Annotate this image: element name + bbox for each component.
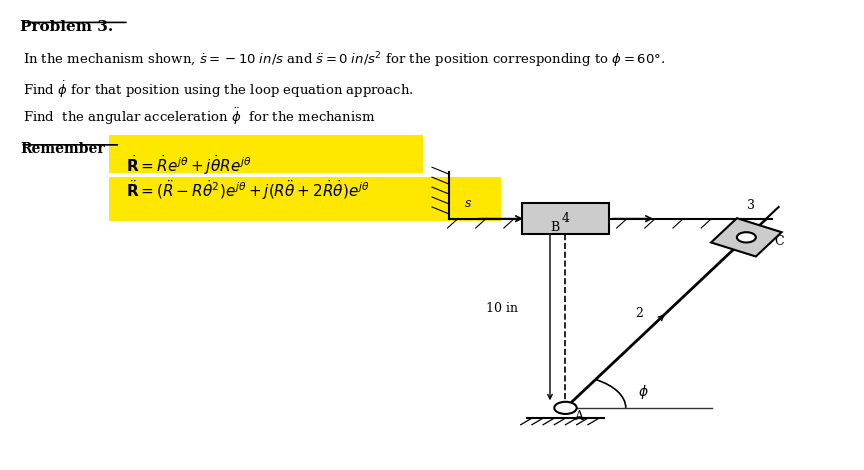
Text: Find  the angular acceleration $\ddot{\phi}$  for the mechanism: Find the angular acceleration $\ddot{\ph…	[23, 107, 376, 127]
Text: In the mechanism shown, $\dot{s}=-10\;in/s$ and $\ddot{s}=0\;in/s^2$ for the pos: In the mechanism shown, $\dot{s}=-10\;in…	[23, 50, 665, 70]
Text: $\dot{\mathbf{R}} = \dot{R}e^{j\theta} + j\dot{\theta}Re^{j\theta}$: $\dot{\mathbf{R}} = \dot{R}e^{j\theta} +…	[126, 153, 251, 177]
Text: Problem 3.: Problem 3.	[21, 20, 113, 34]
Text: 4: 4	[562, 212, 569, 225]
Text: Find $\dot{\phi}$ for that position using the loop equation approach.: Find $\dot{\phi}$ for that position usin…	[23, 79, 414, 100]
Text: B: B	[550, 221, 560, 234]
Text: Remember: Remember	[21, 141, 105, 156]
FancyBboxPatch shape	[109, 177, 501, 221]
Text: C: C	[774, 235, 784, 248]
Text: 10 in: 10 in	[486, 302, 518, 315]
Polygon shape	[711, 218, 782, 257]
FancyBboxPatch shape	[109, 135, 423, 173]
Circle shape	[555, 402, 576, 414]
Text: A: A	[574, 410, 583, 423]
Text: s: s	[464, 197, 471, 210]
Text: 3: 3	[746, 199, 754, 212]
Text: $\phi$: $\phi$	[638, 383, 648, 400]
Text: $\ddot{\mathbf{R}} = (\ddot{R} - R\dot{\theta}^2)e^{j\theta} + j(R\ddot{\theta} : $\ddot{\mathbf{R}} = (\ddot{R} - R\dot{\…	[126, 178, 370, 202]
Bar	[523, 204, 608, 234]
Circle shape	[737, 232, 756, 243]
Text: 2: 2	[635, 307, 643, 320]
